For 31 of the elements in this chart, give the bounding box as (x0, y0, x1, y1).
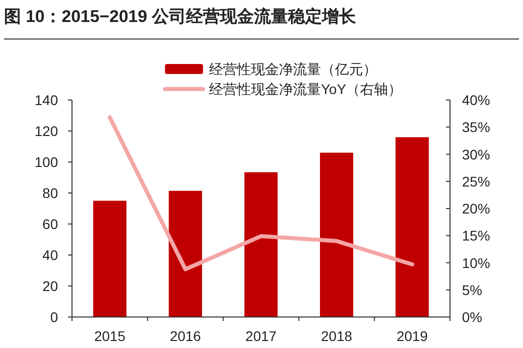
y2-tick-label: 15% (462, 228, 490, 244)
x-tick-label: 2019 (396, 328, 428, 344)
y2-tick-label: 20% (462, 200, 490, 216)
y-tick-label: 120 (34, 123, 58, 139)
y-tick-label: 40 (42, 247, 58, 263)
legend-label: 经营性现金净流量（亿元） (209, 61, 377, 77)
y-tick-label: 100 (34, 154, 58, 170)
bar (244, 172, 278, 317)
x-tick-label: 2015 (94, 328, 126, 344)
bar (168, 190, 202, 317)
line-series (108, 115, 414, 272)
bar (396, 137, 429, 317)
x-tick-label: 2018 (321, 328, 352, 344)
x-tick-label: 2016 (170, 328, 202, 344)
y-tick-label: 60 (42, 216, 58, 232)
y-tick-label: 80 (42, 185, 58, 201)
y-tick-label: 140 (34, 92, 58, 108)
y2-tick-label: 10% (462, 254, 490, 271)
y2-tick-label: 30% (462, 146, 490, 162)
x-tick-label: 2017 (245, 328, 277, 344)
y2-tick-label: 35% (462, 119, 490, 136)
y-tick-label: 20 (42, 278, 58, 294)
y-tick-label: 0 (50, 309, 58, 325)
y2-tick-label: 40% (462, 92, 490, 108)
chart-title: 图 10：2015−2019 公司经营现金流量稳定增长 (4, 7, 357, 26)
bar (320, 152, 354, 317)
y2-tick-label: 25% (462, 173, 490, 190)
bar (93, 200, 126, 317)
legend-label: 经营性现金净流量YoY（右轴） (209, 81, 402, 97)
y2-tick-label: 0% (462, 309, 482, 325)
y2-tick-label: 5% (462, 282, 482, 298)
